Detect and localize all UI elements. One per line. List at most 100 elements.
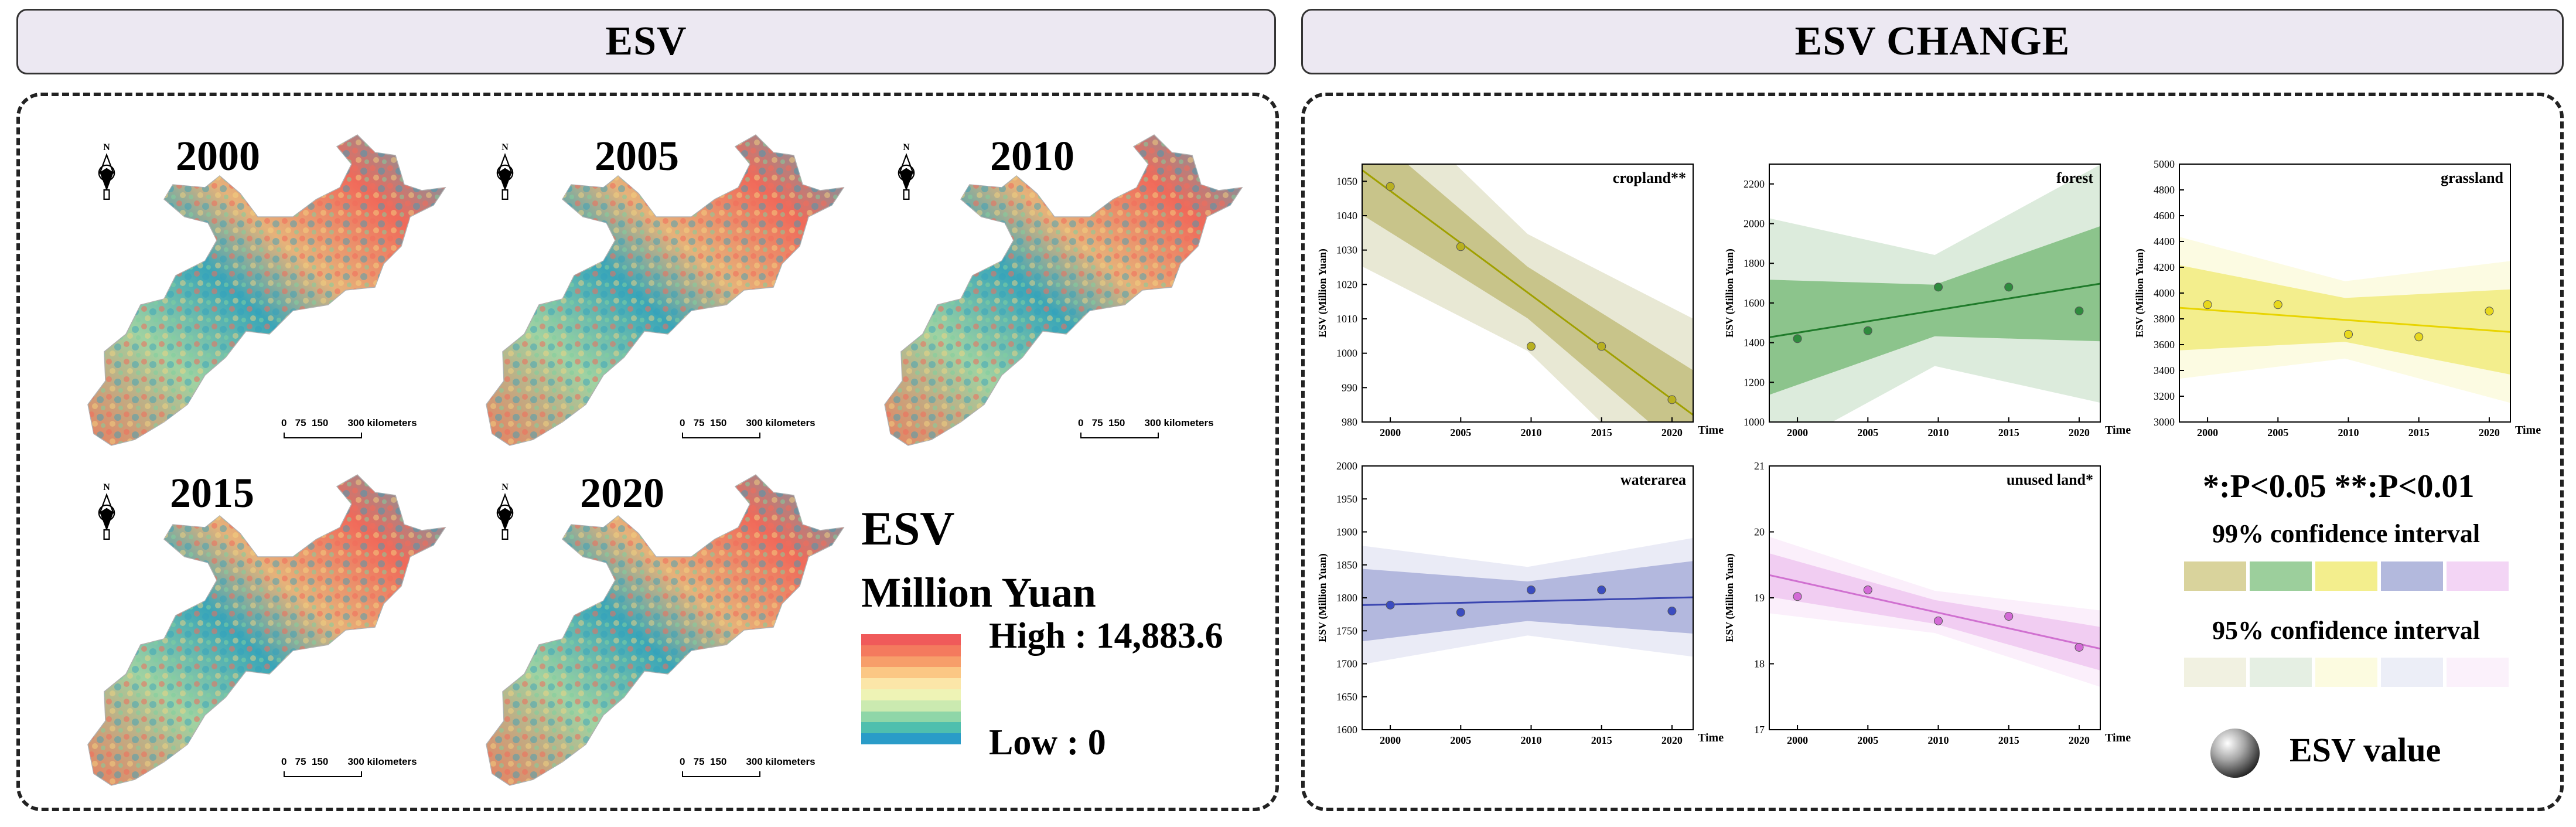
y-tick-label: 3400 <box>2154 365 2175 376</box>
y-tick-label: 1800 <box>1336 592 1357 604</box>
ramp-step <box>861 634 961 646</box>
y-tick-label: 20 <box>1754 526 1765 538</box>
scale-tick: 300 kilometers <box>746 417 816 428</box>
y-tick-label: 3800 <box>2154 313 2175 325</box>
x-tick-label: 2010 <box>2338 427 2359 438</box>
fit-line <box>1362 596 1693 606</box>
scale-tick: 0 <box>1078 417 1084 428</box>
fit-line <box>1769 283 2100 338</box>
plot-area <box>1769 536 2100 687</box>
data-point <box>1934 283 1943 292</box>
chart-waterarea: 1600 1650 1700 1750 1800 1850 1900 1950 2000 2000… <box>1316 460 1724 746</box>
ramp-step <box>861 700 961 712</box>
x-tick-label: 2020 <box>2069 734 2090 746</box>
scale-tick: 150 <box>312 417 329 428</box>
map-year-label: 2010 <box>990 132 1074 179</box>
north-label: N <box>903 142 910 152</box>
data-point <box>1793 334 1802 343</box>
x-tick-label: 2020 <box>1661 427 1683 438</box>
data-point <box>1527 342 1536 351</box>
data-point <box>1667 607 1677 615</box>
data-point <box>2075 642 2084 652</box>
data-point <box>1863 586 1872 594</box>
scale-tick: 0 <box>680 417 685 428</box>
x-tick-label: 2005 <box>1450 427 1471 438</box>
chart-title: waterarea <box>1620 471 1686 488</box>
ramp-step <box>861 722 961 734</box>
north-label: N <box>501 142 509 152</box>
esv-header: ESV <box>16 9 1276 74</box>
y-tick-label: 1030 <box>1336 244 1357 256</box>
x-tick-label: 2015 <box>2408 427 2430 438</box>
scale-tick: 0 <box>281 417 287 428</box>
y-tick-label: 4000 <box>2154 287 2175 299</box>
fit-line <box>1769 574 2100 650</box>
north-arrow-icon: N <box>492 482 518 545</box>
north-arrow-icon: N <box>94 482 120 545</box>
y-tick-label: 1050 <box>1336 175 1357 187</box>
y-tick-label: 990 <box>1342 382 1357 393</box>
y-tick-label: 21 <box>1754 460 1765 472</box>
data-point <box>1667 395 1677 404</box>
y-tick-label: 1400 <box>1744 337 1765 349</box>
map-year-label: 2015 <box>170 469 254 516</box>
scale-tick: 75 <box>693 417 705 428</box>
scale-tick: 150 <box>312 756 329 767</box>
map-legend-low: Low : 0 <box>989 723 1106 763</box>
chart-unused-land: 17 18 19 20 21 2000 2005 2010 2015 2020 Time ESV (M… <box>1724 460 2131 746</box>
ci95-swatch <box>2381 658 2443 687</box>
fit-line <box>1362 169 1693 416</box>
y-tick-label: 1000 <box>1336 348 1357 359</box>
y-tick-label: 1850 <box>1336 559 1357 571</box>
map-2015 <box>67 457 448 803</box>
y-axis-label: ESV (Million Yuan) <box>1724 553 1736 642</box>
scale-tick: 75 <box>1091 417 1103 428</box>
x-tick-label: 2000 <box>1380 427 1401 438</box>
map-legend-ramp <box>861 634 961 745</box>
y-tick-label: 4200 <box>2154 261 2175 273</box>
y-tick-label: 2000 <box>1336 460 1357 472</box>
plot-area <box>2179 237 2510 403</box>
y-tick-label: 1700 <box>1336 658 1357 670</box>
x-axis-label: Time <box>2105 424 2131 437</box>
x-tick-label: 2015 <box>1591 427 1612 438</box>
data-point <box>1456 242 1465 251</box>
x-axis-label: Time <box>1698 731 1724 744</box>
ramp-step <box>861 645 961 657</box>
ci99-swatch <box>2315 561 2377 591</box>
north-arrow-icon: N <box>893 142 919 205</box>
x-axis-label: Time <box>2105 731 2131 744</box>
map-year-label: 2000 <box>176 132 260 179</box>
map-legend-high: High : 14,883.6 <box>989 616 1223 656</box>
region-map <box>67 469 448 797</box>
x-tick-label: 2000 <box>1380 734 1401 746</box>
y-tick-label: 19 <box>1754 592 1765 604</box>
data-point <box>1934 616 1943 625</box>
x-tick-label: 2000 <box>1787 427 1808 438</box>
x-tick-label: 2000 <box>2197 427 2218 438</box>
y-tick-label: 1600 <box>1744 297 1765 309</box>
y-axis-label: ESV (Million Yuan) <box>1316 249 1329 337</box>
x-tick-label: 2000 <box>1787 734 1808 746</box>
y-tick-label: 1000 <box>1744 416 1765 428</box>
esv-point-icon <box>2210 729 2260 778</box>
y-tick-label: 1040 <box>1336 210 1357 222</box>
y-tick-label: 3600 <box>2154 339 2175 350</box>
data-point <box>1863 326 1872 335</box>
x-tick-label: 2015 <box>1998 734 2019 746</box>
data-point <box>2273 300 2282 309</box>
scale-tick: 300 kilometers <box>1144 417 1214 428</box>
ramp-step <box>861 711 961 723</box>
north-label: N <box>103 142 110 152</box>
y-tick-label: 18 <box>1754 658 1765 670</box>
ramp-step <box>861 656 961 668</box>
ramp-step <box>861 667 961 679</box>
region-map <box>466 469 847 797</box>
data-point <box>1793 592 1802 601</box>
y-tick-label: 1900 <box>1336 526 1357 538</box>
x-tick-label: 2020 <box>2069 427 2090 438</box>
y-tick-label: 1010 <box>1336 313 1357 325</box>
ci99-swatch <box>2184 561 2246 591</box>
data-point <box>2203 300 2212 309</box>
ci99-label: 99% confidence interval <box>2212 519 2481 548</box>
